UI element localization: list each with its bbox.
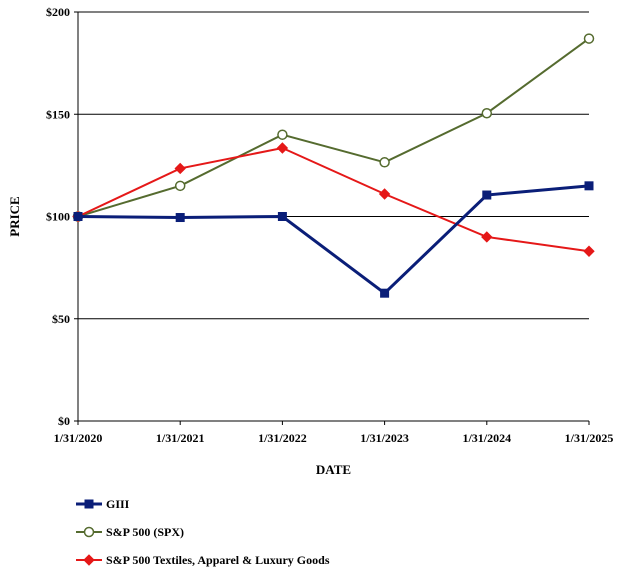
legend-label-giii: GIII [106, 496, 130, 511]
data-point-spx [174, 180, 186, 192]
x-tick-label: 1/31/2025 [565, 431, 614, 445]
series-line-textiles [77, 146, 590, 253]
data-point-textiles [481, 231, 493, 243]
legend-swatch-textiles [76, 554, 102, 566]
legend-item-spx: S&P 500 (SPX) [76, 518, 329, 546]
x-tick-label: 1/31/2020 [54, 431, 103, 445]
data-point-giii [584, 181, 594, 191]
series-lines [72, 33, 595, 298]
legend-item-textiles: S&P 500 Textiles, Apparel & Luxury Goods [76, 546, 329, 574]
x-tick-label: 1/31/2024 [462, 431, 511, 445]
legend-swatch-giii [76, 499, 102, 509]
series-line-spx [77, 37, 590, 218]
x-tick-label: 1/31/2022 [258, 431, 307, 445]
y-tick-label: $50 [52, 312, 70, 326]
tick-labels: $0 $50 $100 $150 $200 1/31/2020 1/31/2021 1/31/… [46, 5, 613, 445]
y-tick-label: $150 [46, 107, 70, 121]
data-point-textiles [378, 188, 391, 200]
data-point-giii [277, 212, 287, 221]
data-point-spx [583, 33, 595, 44]
legend-label-spx: S&P 500 (SPX) [106, 524, 184, 539]
y-tick-label: $100 [46, 210, 70, 224]
gridlines [78, 11, 589, 320]
data-point-textiles [583, 245, 595, 257]
legend: GIII S&P 500 (SPX) S&P 500 Textiles, App… [76, 490, 329, 574]
legend-item-giii: GIII [76, 490, 329, 518]
data-point-textiles [276, 142, 289, 154]
series-giii [73, 181, 594, 298]
x-axis-title: DATE [316, 462, 351, 477]
data-point-textiles [174, 162, 186, 175]
legend-marker-textiles [83, 554, 95, 566]
data-point-spx [277, 129, 288, 140]
legend-label-textiles: S&P 500 Textiles, Apparel & Luxury Goods [106, 552, 330, 567]
series-textiles [72, 142, 595, 257]
legend-marker-giii [84, 499, 94, 509]
legend-marker-spx [83, 526, 95, 538]
legend-swatch-spx [76, 526, 102, 538]
data-point-giii [73, 212, 83, 221]
data-point-giii [175, 213, 185, 223]
series-line-giii [77, 184, 590, 296]
x-tick-label: 1/31/2021 [156, 431, 205, 445]
x-tick-label: 1/31/2023 [360, 431, 409, 445]
data-point-spx [481, 107, 493, 119]
y-axis-title: PRICE [7, 196, 22, 236]
data-point-giii [380, 288, 390, 298]
y-tick-label: $0 [58, 414, 70, 428]
data-point-spx [379, 157, 390, 168]
y-tick-label: $200 [46, 5, 70, 19]
data-point-giii [482, 190, 492, 200]
